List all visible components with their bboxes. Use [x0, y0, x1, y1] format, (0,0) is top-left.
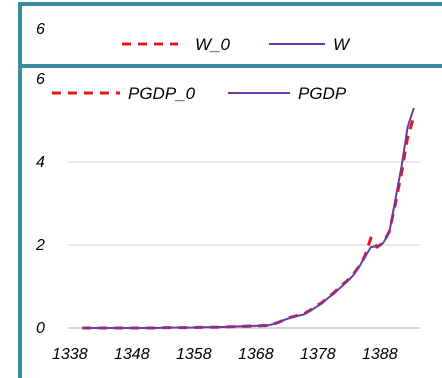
- legend-label-pgdp: PGDP: [298, 84, 347, 103]
- x-tick-label: 1358: [176, 346, 212, 363]
- series-layer: [82, 107, 416, 330]
- y-tick-label: 4: [36, 154, 45, 171]
- y-tick-label: 6: [36, 71, 45, 88]
- front-chart-panel: [18, 66, 442, 378]
- legend-label-w: W: [333, 35, 351, 54]
- y-tick-labels: 0 2 4 6: [35, 71, 45, 337]
- x-tick-labels: 1338 1348 1358 1368 1378 1388: [52, 346, 398, 363]
- x-tick-label: 1378: [300, 346, 336, 363]
- x-tick-label: 1368: [238, 346, 274, 363]
- y-tick-label: 0: [36, 320, 45, 337]
- back-chart-y-tick-label: 6: [36, 21, 45, 38]
- x-tick-label: 1388: [362, 346, 398, 363]
- back-chart-legend: W_0 W: [122, 35, 351, 54]
- x-tick-label: 1348: [114, 346, 150, 363]
- gridlines: [68, 161, 420, 246]
- y-tick-label: 2: [35, 237, 45, 254]
- legend-label-pgdp0: PGDP_0: [128, 84, 196, 103]
- x-tick-label: 1338: [52, 346, 88, 363]
- series-line-pgdp: [82, 107, 415, 329]
- legend-label-w0: W_0: [195, 35, 231, 54]
- chart-legend: PGDP_0 PGDP: [52, 84, 347, 103]
